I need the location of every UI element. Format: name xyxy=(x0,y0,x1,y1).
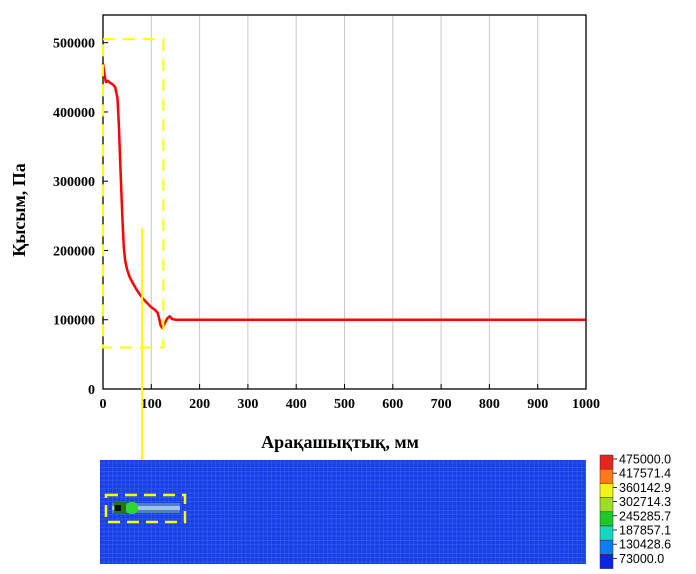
body-shape xyxy=(112,502,180,514)
colorbar-swatch xyxy=(599,539,614,555)
x-tick-label: 500 xyxy=(334,397,355,412)
x-tick-label: 400 xyxy=(286,397,307,412)
contour-background xyxy=(100,460,586,564)
colorbar-label: 187857.1 xyxy=(619,524,671,538)
y-tick-label: 400000 xyxy=(53,106,95,121)
pressure-series-line xyxy=(101,63,586,330)
colorbar-swatch xyxy=(599,454,614,470)
x-tick-label: 800 xyxy=(479,397,500,412)
y-tick-label: 0 xyxy=(88,383,95,398)
x-tick-label: 200 xyxy=(189,397,210,412)
colorbar-swatch xyxy=(599,525,614,541)
y-axis-title: Қысым, Па xyxy=(9,163,29,256)
mesh-grid xyxy=(100,460,586,564)
contour-map xyxy=(100,460,586,564)
y-tick-label: 100000 xyxy=(53,314,95,329)
x-tick-label: 600 xyxy=(382,397,403,412)
colorbar-swatch xyxy=(599,468,614,484)
colorbar-legend: 475000.0417571.4360142.9302714.3245285.7… xyxy=(599,453,671,569)
zoom-highlight-box xyxy=(102,38,165,349)
colorbar-label: 475000.0 xyxy=(619,453,671,467)
y-tick-label: 200000 xyxy=(53,244,95,259)
colorbar-swatch xyxy=(599,497,614,513)
x-tick-label: 900 xyxy=(527,397,548,412)
colorbar-swatch xyxy=(599,511,614,527)
colorbar-label: 130428.6 xyxy=(619,538,671,552)
x-tick-label: 700 xyxy=(431,397,452,412)
colorbar-swatch xyxy=(599,554,614,569)
colorbar-label: 360142.9 xyxy=(619,481,671,495)
y-tick-label: 300000 xyxy=(53,175,95,190)
x-tick-label: 1000 xyxy=(572,397,600,412)
x-tick-labels: 0 100 200 300 400 500 600 700 800 900 1000 xyxy=(100,397,601,412)
x-tick-label: 0 xyxy=(100,397,107,412)
y-tick-label: 500000 xyxy=(53,37,95,52)
x-tick-label: 300 xyxy=(237,397,258,412)
colorbar-label: 73000.0 xyxy=(619,552,664,566)
x-tick-label: 100 xyxy=(141,397,162,412)
colorbar-label: 245285.7 xyxy=(619,509,671,523)
colorbar-label: 417571.4 xyxy=(619,467,671,481)
plot-frame xyxy=(102,14,587,390)
contour-highlight-box xyxy=(104,493,187,524)
line-chart: 0 100 200 300 400 500 600 700 800 900 1000 0 100000… xyxy=(9,14,601,452)
y-tick-labels: 0 100000 200000 300000 400000 500000 xyxy=(53,37,108,398)
x-axis-title: Арақашықтық, мм xyxy=(261,432,419,452)
colorbar-swatch xyxy=(599,483,614,498)
colorbar-label: 302714.3 xyxy=(619,495,671,509)
